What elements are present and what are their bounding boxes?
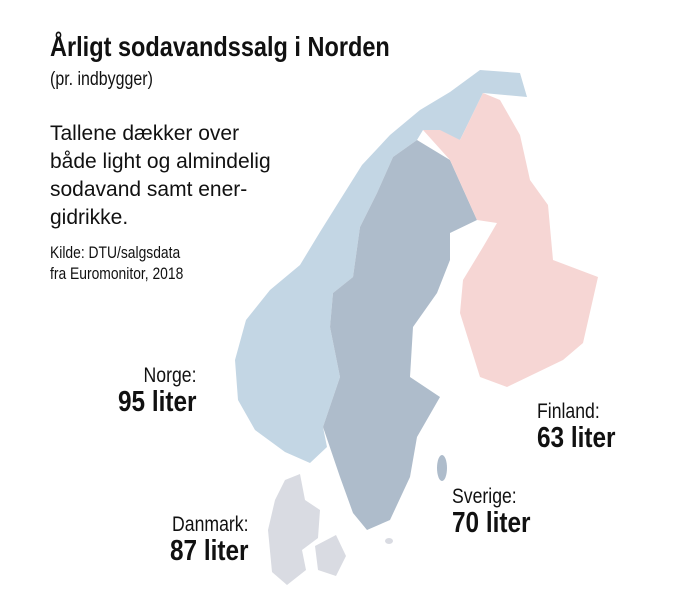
country-value: 95 liter <box>117 386 196 418</box>
bornholm-island <box>385 538 393 544</box>
country-value: 87 liter <box>169 535 248 567</box>
country-name: Finland: <box>537 400 600 423</box>
country-name: Sverige: <box>452 485 517 508</box>
source-note: Kilde: DTU/salgsdata fra Euromonitor, 20… <box>50 243 183 285</box>
finland-region <box>423 93 598 387</box>
label-finland: Finland: 63 liter <box>537 400 616 455</box>
label-danmark: Danmark: 87 liter <box>169 513 248 568</box>
country-value: 63 liter <box>537 422 616 454</box>
map-subtitle: (pr. indbygger) <box>50 69 153 90</box>
country-name: Norge: <box>143 364 196 387</box>
sweden-region <box>323 140 477 530</box>
denmark-jutland <box>268 474 320 585</box>
description-line: Tallene dækker over <box>50 122 240 145</box>
description-line: gidrikke. <box>50 206 129 229</box>
description: Tallene dækker over både light og almind… <box>50 120 271 232</box>
source-line: fra Euromonitor, 2018 <box>50 265 184 283</box>
label-sverige: Sverige: 70 liter <box>452 485 531 540</box>
gotland-island <box>437 455 447 481</box>
description-line: både light og almindelig <box>50 150 271 173</box>
denmark-zealand <box>315 535 346 576</box>
label-norge: Norge: 95 liter <box>117 364 196 419</box>
source-line: Kilde: DTU/salgsdata <box>50 244 181 262</box>
norway-region <box>235 70 527 463</box>
map-title: Årligt sodavandssalg i Norden <box>50 31 390 62</box>
country-name: Danmark: <box>171 513 248 536</box>
description-line: sodavand samt ener- <box>50 178 248 201</box>
country-value: 70 liter <box>452 507 531 539</box>
